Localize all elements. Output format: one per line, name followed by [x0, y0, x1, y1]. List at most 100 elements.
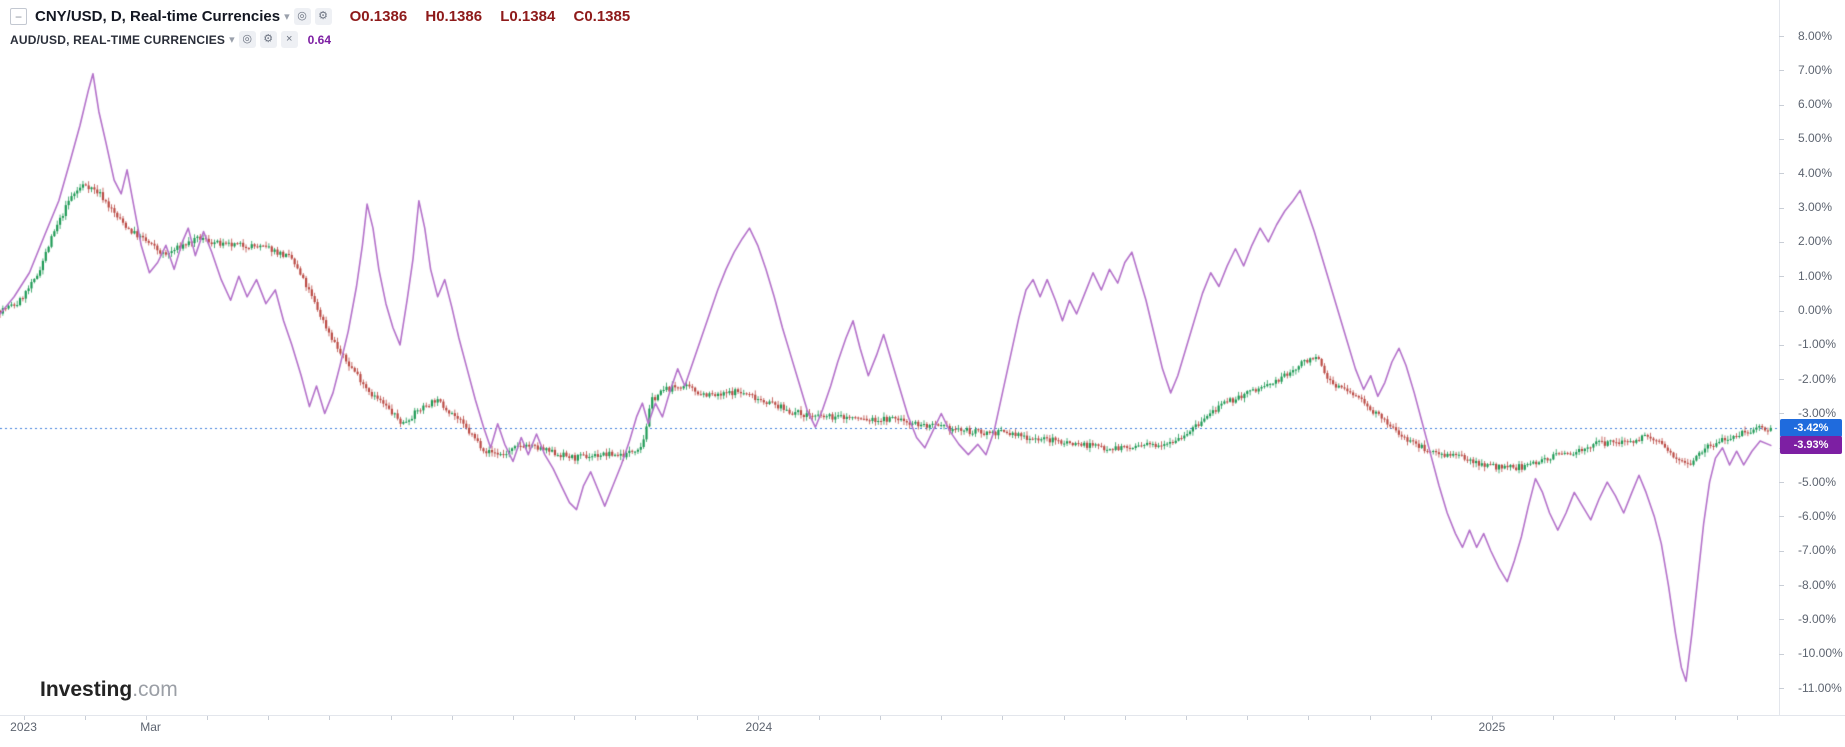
price-axis-tick — [1779, 208, 1784, 209]
last-price-badge: -3.93% — [1780, 436, 1842, 455]
time-axis-label: 2025 — [1478, 720, 1506, 734]
time-axis-tick — [941, 716, 942, 720]
ohlc-values: O0.1386 H0.1386 L0.1384 C0.1385 — [350, 8, 645, 25]
price-axis-tick — [1779, 105, 1784, 106]
ohlc-high: H0.1386 — [425, 8, 483, 25]
time-axis-tick — [207, 716, 208, 720]
price-axis-label: 0.00% — [1798, 303, 1833, 318]
ohlc-low: L0.1384 — [500, 8, 556, 25]
price-axis-label: 4.00% — [1798, 165, 1833, 180]
time-axis-tick — [1492, 716, 1493, 720]
price-axis-tick — [1779, 242, 1784, 243]
time-axis-label: 2023 — [10, 720, 37, 734]
price-axis-tick — [1779, 311, 1784, 312]
time-axis-tick — [1308, 716, 1309, 720]
watermark-tld: .com — [132, 678, 178, 701]
price-axis-label: -6.00% — [1798, 508, 1837, 523]
time-axis[interactable]: 2023 Mar 2024 2025 — [0, 716, 1845, 747]
price-axis-label: -11.00% — [1798, 680, 1842, 695]
time-axis-tick — [24, 716, 25, 720]
axis-separator-horizontal — [0, 715, 1845, 716]
time-axis-tick — [819, 716, 820, 720]
visibility-icon[interactable]: ◎ — [293, 8, 311, 25]
chevron-down-icon[interactable]: ▾ — [284, 11, 290, 23]
symbol-title[interactable]: CNY/USD, D, Real-time Currencies — [35, 8, 281, 25]
settings-icon[interactable]: ⚙ — [314, 8, 332, 25]
price-axis-label: -10.00% — [1798, 646, 1843, 661]
compare-last-value: 0.64 — [307, 32, 332, 47]
price-axis-tick — [1779, 36, 1784, 37]
price-axis-label: -1.00% — [1798, 337, 1837, 352]
axis-separator-vertical — [1779, 0, 1780, 716]
visibility-icon[interactable]: ◎ — [238, 31, 256, 48]
time-axis-tick — [1431, 716, 1432, 720]
time-axis-label: Mar — [140, 720, 161, 734]
ohlc-close: C0.1385 — [573, 8, 631, 25]
price-axis-tick — [1779, 276, 1784, 277]
settings-icon[interactable]: ⚙ — [259, 31, 277, 48]
watermark-brand: Investing — [40, 678, 133, 701]
time-axis-tick — [1675, 716, 1676, 720]
time-axis-tick — [391, 716, 392, 720]
time-axis-tick — [1002, 716, 1003, 720]
symbol-legend-row: − CNY/USD, D, Real-time Currencies ▾ ◎ ⚙… — [10, 8, 644, 25]
collapse-legend-icon[interactable]: − — [10, 8, 27, 25]
time-axis-tick — [1737, 716, 1738, 720]
price-axis-label: 8.00% — [1798, 28, 1833, 43]
time-axis-tick — [574, 716, 575, 720]
time-axis-tick — [1370, 716, 1371, 720]
price-axis-label: 3.00% — [1798, 200, 1833, 215]
price-axis-tick — [1779, 551, 1784, 552]
price-axis-tick — [1779, 654, 1784, 655]
last-price-badge: -3.42% — [1780, 418, 1842, 437]
chart-legend: − CNY/USD, D, Real-time Currencies ▾ ◎ ⚙… — [10, 8, 644, 48]
time-axis-tick — [1064, 716, 1065, 720]
price-axis-tick — [1779, 345, 1784, 346]
time-axis-tick — [880, 716, 881, 720]
time-axis-tick — [329, 716, 330, 720]
close-icon[interactable]: × — [280, 31, 298, 48]
time-axis-label: 2024 — [745, 720, 773, 734]
price-axis-label: 7.00% — [1798, 62, 1833, 77]
time-axis-tick — [635, 716, 636, 720]
price-axis-tick — [1779, 585, 1784, 586]
price-axis-tick — [1779, 173, 1784, 174]
time-axis-tick — [1614, 716, 1615, 720]
price-axis-tick — [1779, 516, 1784, 517]
time-axis-tick — [268, 716, 269, 720]
price-axis-label: -9.00% — [1798, 611, 1837, 626]
price-axis-tick — [1779, 70, 1784, 71]
time-axis-tick — [452, 716, 453, 720]
price-axis-label: 2.00% — [1798, 234, 1833, 249]
price-axis-tick — [1779, 688, 1784, 689]
time-axis-tick — [758, 716, 759, 720]
compare-symbol-title[interactable]: AUD/USD, REAL-TIME CURRENCIES — [10, 32, 226, 47]
price-chart-pane[interactable] — [0, 0, 1779, 715]
price-axis-label: 5.00% — [1798, 131, 1833, 146]
investing-watermark: Investing.com — [40, 678, 178, 702]
time-axis-tick — [146, 716, 147, 720]
price-axis-label: -8.00% — [1798, 577, 1837, 592]
compare-legend-row: AUD/USD, REAL-TIME CURRENCIES ▾ ◎ ⚙ × 0.… — [10, 31, 644, 48]
price-axis-label: -2.00% — [1798, 371, 1837, 386]
time-axis-tick — [1247, 716, 1248, 720]
price-axis-tick — [1779, 379, 1784, 380]
time-axis-tick — [697, 716, 698, 720]
time-axis-tick — [1186, 716, 1187, 720]
ohlc-open: O0.1386 — [349, 8, 408, 25]
price-axis[interactable]: 8.00% 7.00% 6.00% 5.00% 4.00% 3.00% 2.00% 1.00%… — [1779, 0, 1845, 716]
time-axis-tick — [1125, 716, 1126, 720]
time-axis-tick — [1553, 716, 1554, 720]
price-axis-tick — [1779, 413, 1784, 414]
price-axis-label: -7.00% — [1798, 543, 1837, 558]
price-axis-label: -3.00% — [1798, 405, 1837, 420]
chevron-down-icon[interactable]: ▾ — [229, 34, 235, 46]
price-axis-tick — [1779, 139, 1784, 140]
time-axis-tick — [513, 716, 514, 720]
price-axis-label: 6.00% — [1798, 97, 1833, 112]
time-axis-tick — [85, 716, 86, 720]
price-axis-label: 1.00% — [1798, 268, 1833, 283]
price-axis-tick — [1779, 619, 1784, 620]
price-axis-label: -5.00% — [1798, 474, 1837, 489]
